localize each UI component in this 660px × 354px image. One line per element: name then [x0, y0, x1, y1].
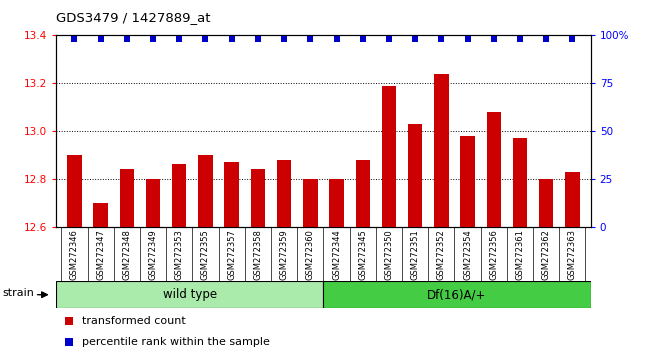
Point	[174, 36, 185, 42]
Text: percentile rank within the sample: percentile rank within the sample	[82, 337, 270, 348]
Bar	[277, 160, 291, 227]
Text: GSM272344: GSM272344	[332, 229, 341, 280]
Point	[383, 36, 394, 42]
Bar	[486, 112, 501, 227]
Point	[440, 27, 450, 33]
Text: GSM272362: GSM272362	[542, 229, 550, 280]
Point	[462, 36, 473, 42]
Point	[331, 36, 342, 42]
Point	[440, 224, 450, 229]
Text: GSM272356: GSM272356	[489, 229, 498, 280]
Point	[436, 36, 447, 42]
Text: GSM272354: GSM272354	[463, 229, 472, 280]
Bar	[513, 138, 527, 227]
Bar	[251, 169, 265, 227]
Bar	[323, 281, 591, 308]
Text: strain: strain	[3, 289, 35, 298]
Text: GSM272350: GSM272350	[384, 229, 393, 280]
Bar	[119, 169, 134, 227]
Text: GSM272348: GSM272348	[122, 229, 131, 280]
Text: wild type: wild type	[162, 288, 217, 301]
Text: GSM272355: GSM272355	[201, 229, 210, 280]
Point	[148, 36, 158, 42]
Bar	[172, 165, 187, 227]
Point	[358, 36, 368, 42]
Point	[305, 36, 315, 42]
Bar	[565, 172, 579, 227]
Bar	[198, 155, 213, 227]
Bar	[381, 86, 396, 227]
Point	[200, 36, 211, 42]
Text: transformed count: transformed count	[82, 316, 185, 326]
Text: GSM272347: GSM272347	[96, 229, 105, 280]
Text: Df(16)A/+: Df(16)A/+	[428, 288, 486, 301]
Text: GSM272358: GSM272358	[253, 229, 263, 280]
Point	[567, 36, 578, 42]
Bar	[146, 179, 160, 227]
Bar	[329, 179, 344, 227]
Bar	[67, 155, 82, 227]
Bar	[539, 179, 553, 227]
Point	[95, 36, 106, 42]
Bar	[224, 162, 239, 227]
Bar	[434, 74, 449, 227]
Text: GSM272345: GSM272345	[358, 229, 367, 280]
Text: GSM272361: GSM272361	[515, 229, 525, 280]
Bar	[356, 160, 370, 227]
Point	[226, 36, 237, 42]
Text: GSM272353: GSM272353	[175, 229, 183, 280]
Point	[515, 36, 525, 42]
Point	[541, 36, 552, 42]
Point	[488, 36, 499, 42]
Bar	[408, 124, 422, 227]
Text: GSM272359: GSM272359	[280, 229, 288, 280]
Bar	[303, 179, 317, 227]
Text: GSM272349: GSM272349	[148, 229, 158, 280]
Text: GDS3479 / 1427889_at: GDS3479 / 1427889_at	[56, 11, 211, 24]
Point	[410, 36, 420, 42]
Point	[253, 36, 263, 42]
Bar	[94, 203, 108, 227]
Bar	[56, 281, 323, 308]
Text: GSM272351: GSM272351	[411, 229, 420, 280]
Point	[69, 36, 80, 42]
Text: GSM272363: GSM272363	[568, 229, 577, 280]
Text: GSM272357: GSM272357	[227, 229, 236, 280]
Point	[121, 36, 132, 42]
Text: GSM272346: GSM272346	[70, 229, 79, 280]
Point	[279, 36, 289, 42]
Text: GSM272352: GSM272352	[437, 229, 446, 280]
Text: GSM272360: GSM272360	[306, 229, 315, 280]
Bar	[460, 136, 475, 227]
